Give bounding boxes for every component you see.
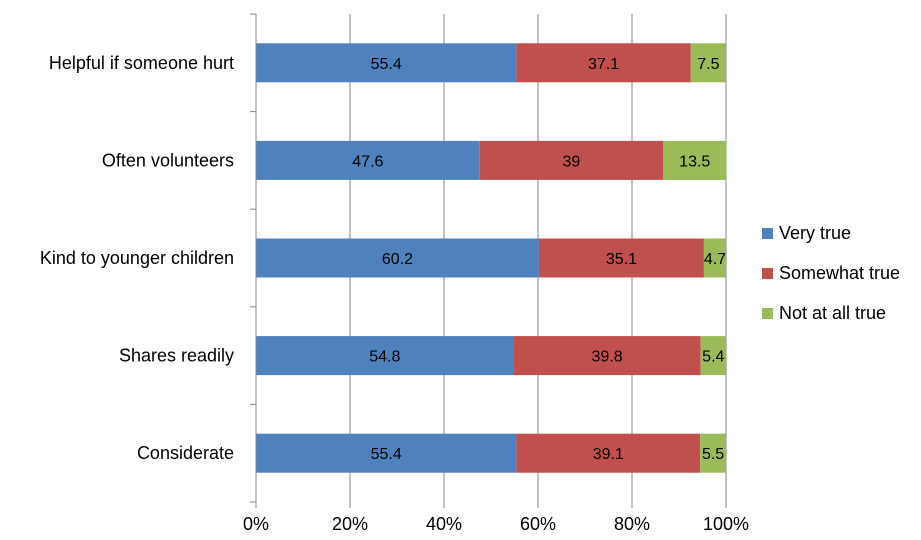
bar-1-3: [513, 336, 701, 376]
data-label-0-0: 55.4: [371, 56, 402, 73]
legend-label-1: Somewhat true: [779, 263, 900, 283]
bar-2-3: [700, 336, 726, 376]
bar-1-0: [516, 43, 691, 83]
bar-2-1: [663, 140, 727, 180]
data-label-1-2: 35.1: [606, 251, 637, 268]
bar-0-2: [256, 238, 539, 278]
category-label-0: Helpful if someone hurt: [49, 53, 234, 73]
bar-1-2: [538, 238, 704, 278]
data-label-1-0: 37.1: [588, 56, 619, 73]
data-label-2-2: 4.7: [704, 251, 726, 268]
category-label-3: Shares readily: [119, 346, 234, 366]
data-label-1-4: 39.1: [593, 446, 624, 463]
bar-0-3: [256, 336, 514, 376]
bar-2-4: [700, 433, 726, 473]
axes: [250, 13, 727, 508]
legend: Very true Somewhat true Not at all true: [762, 223, 900, 323]
data-label-2-4: 5.5: [702, 446, 724, 463]
legend-label-0: Very true: [779, 223, 851, 243]
legend-swatch-2: [762, 308, 773, 319]
data-label-0-1: 47.6: [352, 153, 383, 170]
bars: [256, 43, 727, 473]
bar-1-1: [479, 140, 664, 180]
x-tick-label-5: 100%: [703, 514, 749, 534]
data-label-0-2: 60.2: [382, 251, 413, 268]
data-label-1-1: 39: [562, 153, 580, 170]
data-label-2-1: 13.5: [679, 153, 710, 170]
x-tick-label-4: 80%: [614, 514, 650, 534]
data-label-0-4: 55.4: [371, 446, 402, 463]
category-label-1: Often volunteers: [102, 150, 234, 170]
x-tick-label-2: 40%: [426, 514, 462, 534]
bar-2-2: [703, 238, 726, 278]
bar-0-1: [256, 140, 480, 180]
x-tick-label-0: 0%: [243, 514, 269, 534]
x-tick-label-1: 20%: [332, 514, 368, 534]
category-label-2: Kind to younger children: [40, 248, 234, 268]
legend-swatch-0: [762, 228, 773, 239]
bar-0-0: [256, 43, 517, 83]
bar-2-0: [690, 43, 726, 83]
data-label-1-3: 39.8: [592, 349, 623, 366]
legend-swatch-1: [762, 268, 773, 279]
data-label-2-0: 7.5: [697, 56, 719, 73]
bar-0-4: [256, 433, 517, 473]
category-label-4: Considerate: [137, 443, 234, 463]
data-label-2-3: 5.4: [702, 349, 724, 366]
x-tick-label-3: 60%: [520, 514, 556, 534]
bar-1-4: [516, 433, 701, 473]
legend-label-2: Not at all true: [779, 303, 886, 323]
labels: 0% 20% 40% 60% 80% 100% Helpful if someone hur…: [40, 53, 749, 534]
data-label-0-3: 54.8: [369, 349, 400, 366]
